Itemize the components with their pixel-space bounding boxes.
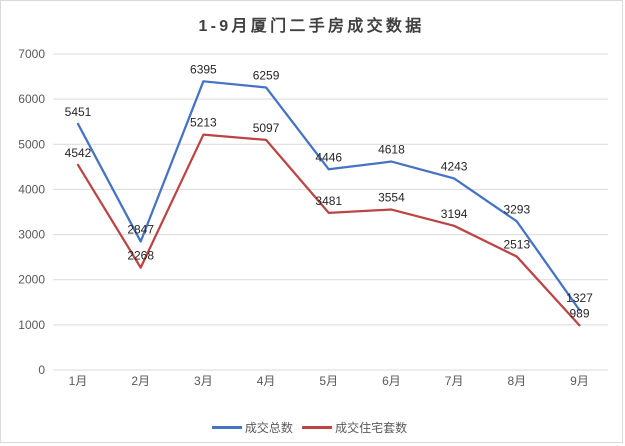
svg-text:2000: 2000 [18,273,45,287]
svg-text:1月: 1月 [69,374,88,388]
svg-text:989: 989 [569,306,589,320]
svg-text:4542: 4542 [65,146,92,160]
svg-text:3月: 3月 [194,374,213,388]
svg-text:1000: 1000 [18,318,45,332]
svg-text:4446: 4446 [315,150,342,164]
svg-text:3481: 3481 [315,194,342,208]
svg-text:2847: 2847 [127,222,154,236]
svg-text:5000: 5000 [18,137,45,151]
svg-text:5097: 5097 [253,121,280,135]
svg-text:7000: 7000 [18,47,45,61]
svg-text:4000: 4000 [18,182,45,196]
svg-text:5月: 5月 [319,374,338,388]
svg-text:4243: 4243 [441,159,468,173]
svg-text:0: 0 [38,363,45,377]
svg-text:5213: 5213 [190,116,217,130]
svg-text:1327: 1327 [566,291,593,305]
svg-text:3194: 3194 [441,207,468,221]
svg-text:2月: 2月 [131,374,150,388]
svg-text:5451: 5451 [65,105,92,119]
svg-text:7月: 7月 [445,374,464,388]
svg-text:4618: 4618 [378,143,405,157]
svg-text:8月: 8月 [507,374,526,388]
svg-text:3000: 3000 [18,228,45,242]
svg-text:6月: 6月 [382,374,401,388]
svg-text:2513: 2513 [503,238,530,252]
svg-text:4月: 4月 [257,374,276,388]
svg-text:6259: 6259 [253,68,280,82]
svg-text:6395: 6395 [190,62,217,76]
svg-text:9月: 9月 [570,374,589,388]
svg-text:3293: 3293 [503,202,530,216]
svg-text:6000: 6000 [18,92,45,106]
svg-text:3554: 3554 [378,191,405,205]
svg-text:2268: 2268 [127,249,154,263]
